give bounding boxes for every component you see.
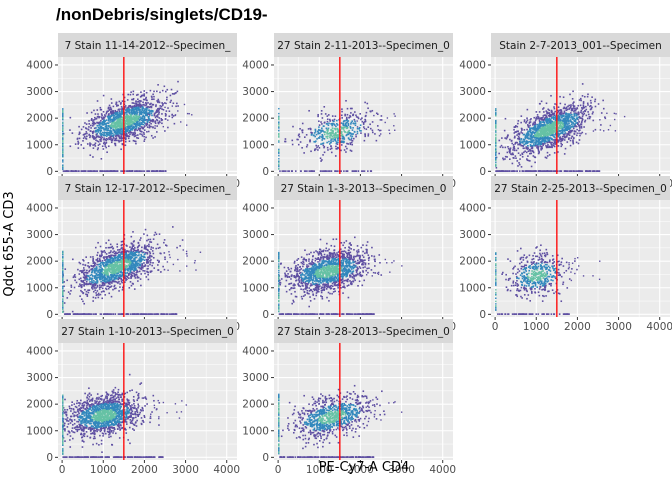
facet-panel: 7 Stain 12-17-2012--Specimen_ 0 1000 2000 30… <box>26 176 240 333</box>
x-tick-label: 4000 <box>429 464 456 476</box>
panel-background <box>491 200 670 317</box>
y-tick-label: 2000 <box>459 113 486 125</box>
y-tick-label: 4000 <box>242 202 269 214</box>
chart-title: /nonDebris/singlets/CD19- <box>56 5 268 24</box>
y-tick-label: 1000 <box>26 139 53 151</box>
x-tick-label: 4000 <box>213 464 240 476</box>
panel-background <box>274 343 453 460</box>
x-tick-label: 2000 <box>347 464 374 476</box>
facet-panel: 27 Stain 2-25-2013--Specimen_0 0 1000 2000 3… <box>459 176 672 333</box>
density-points <box>62 80 193 172</box>
facet-strip-label: 27 Stain 2-11-2013--Specimen_0 <box>277 40 450 52</box>
facet-panel: 27 Stain 1-3-2013--Specimen_0 0 1000 2000 30… <box>242 176 456 333</box>
y-tick-label: 1000 <box>459 139 486 151</box>
facet-strip-label: 7 Stain 12-17-2012--Specimen_ <box>65 183 232 195</box>
facet-panel: 7 Stain 11-14-2012--Specimen_ 0 1000 2000 30… <box>26 33 240 190</box>
y-tick-label: 0 <box>262 166 269 178</box>
y-tick-label: 4000 <box>242 59 269 71</box>
facet-strip-label: Stain 2-7-2013_001--Specimen <box>499 40 661 52</box>
y-tick-label: 1000 <box>242 139 269 151</box>
facet-strip-label: 27 Stain 1-10-2013--Specimen_0 <box>61 326 234 338</box>
x-tick-label: 1000 <box>90 464 117 476</box>
x-tick-label: 4000 <box>646 321 672 333</box>
y-tick-label: 0 <box>46 452 53 464</box>
facet-strip <box>491 176 670 200</box>
y-tick-label: 2000 <box>242 256 269 268</box>
y-tick-label: 3000 <box>242 229 269 241</box>
y-tick-label: 1000 <box>26 425 53 437</box>
panel-background <box>274 57 453 174</box>
x-tick-label: 0 <box>275 464 282 476</box>
y-tick-label: 2000 <box>26 399 53 411</box>
x-tick-label: 3000 <box>605 321 632 333</box>
y-tick-label: 0 <box>262 309 269 321</box>
density-points <box>62 226 202 315</box>
y-tick-label: 1000 <box>242 282 269 294</box>
x-tick-label: 0 <box>492 321 499 333</box>
facet-strip <box>274 319 453 343</box>
facet-strip-label: 7 Stain 11-14-2012--Specimen_ <box>65 40 232 52</box>
density-points <box>495 83 626 172</box>
density-points <box>495 244 601 315</box>
y-tick-label: 4000 <box>242 345 269 357</box>
facet-strip-label: 27 Stain 2-25-2013--Specimen_0 <box>494 183 667 195</box>
facet-panel: Stain 2-7-2013_001--Specimen 0 1000 2000 300… <box>459 33 672 190</box>
y-tick-label: 3000 <box>242 372 269 384</box>
density-points <box>278 384 403 458</box>
facet-strip-label: 27 Stain 1-3-2013--Specimen_0 <box>281 183 447 195</box>
x-tick-label: 1000 <box>523 321 550 333</box>
y-tick-label: 1000 <box>459 282 486 294</box>
y-tick-label: 3000 <box>26 86 53 98</box>
density-points <box>278 99 396 172</box>
y-tick-label: 4000 <box>459 59 486 71</box>
facet-strip <box>58 33 237 57</box>
x-tick-label: 1000 <box>306 464 333 476</box>
density-points <box>278 236 403 315</box>
panel-background <box>274 200 453 317</box>
y-tick-label: 4000 <box>26 345 53 357</box>
y-tick-label: 4000 <box>26 59 53 71</box>
facet-strip <box>274 33 453 57</box>
facet-panel: 27 Stain 2-11-2013--Specimen_0 0 1000 2000 3… <box>242 33 456 190</box>
facet-strip <box>58 176 237 200</box>
panel-background <box>58 200 237 317</box>
y-tick-label: 2000 <box>26 113 53 125</box>
y-tick-label: 2000 <box>242 113 269 125</box>
y-tick-label: 0 <box>479 309 486 321</box>
y-tick-label: 0 <box>46 309 53 321</box>
x-tick-label: 2000 <box>564 321 591 333</box>
x-tick-label: 3000 <box>388 464 415 476</box>
x-tick-label: 3000 <box>172 464 199 476</box>
y-tick-label: 0 <box>262 452 269 464</box>
y-tick-label: 2000 <box>242 399 269 411</box>
x-tick-label: 0 <box>59 464 66 476</box>
y-tick-label: 4000 <box>459 202 486 214</box>
x-tick-label: 2000 <box>131 464 158 476</box>
y-tick-label: 0 <box>46 166 53 178</box>
y-tick-label: 3000 <box>242 86 269 98</box>
y-tick-label: 1000 <box>26 282 53 294</box>
y-tick-label: 4000 <box>26 202 53 214</box>
y-tick-label: 2000 <box>26 256 53 268</box>
y-tick-label: 3000 <box>459 86 486 98</box>
facet-panel: 27 Stain 1-10-2013--Specimen_0 0 1000 2000 3… <box>26 319 240 476</box>
y-axis-title: Qdot 655-A CD3 <box>2 191 17 296</box>
panel-background <box>491 57 670 174</box>
facet-strip <box>491 33 670 57</box>
y-tick-label: 0 <box>479 166 486 178</box>
density-points <box>62 373 188 458</box>
facet-strip-label: 27 Stain 3-28-2013--Specimen_0 <box>277 326 450 338</box>
y-tick-label: 3000 <box>26 372 53 384</box>
facet-strip <box>274 176 453 200</box>
facet-panels: 7 Stain 11-14-2012--Specimen_ 0 1000 2000 30… <box>26 33 672 476</box>
y-tick-label: 2000 <box>459 256 486 268</box>
y-tick-label: 1000 <box>242 425 269 437</box>
facet-panel: 27 Stain 3-28-2013--Specimen_0 0 1000 2000 3… <box>242 319 456 476</box>
y-tick-label: 3000 <box>459 229 486 241</box>
facet-strip <box>58 319 237 343</box>
y-tick-label: 3000 <box>26 229 53 241</box>
x-axis-title: PE-Cy7-A CD4 <box>319 460 410 475</box>
